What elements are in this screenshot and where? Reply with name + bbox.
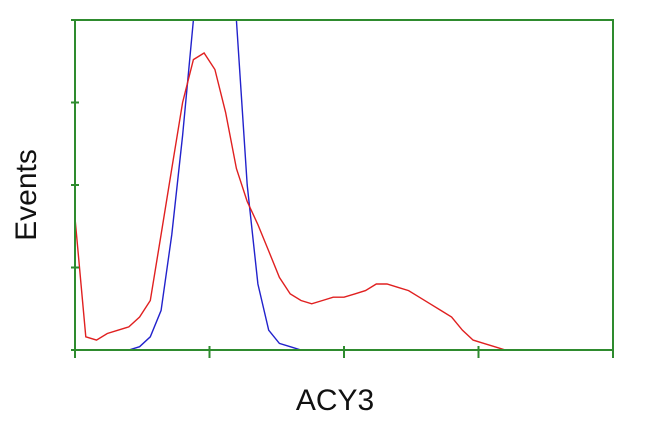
- plot-frame: [74, 19, 614, 351]
- histogram-line: [75, 52, 613, 350]
- histogram-line: [75, 20, 613, 350]
- y-axis-label: Events: [10, 149, 43, 241]
- x-axis-label: ACY3: [296, 384, 374, 417]
